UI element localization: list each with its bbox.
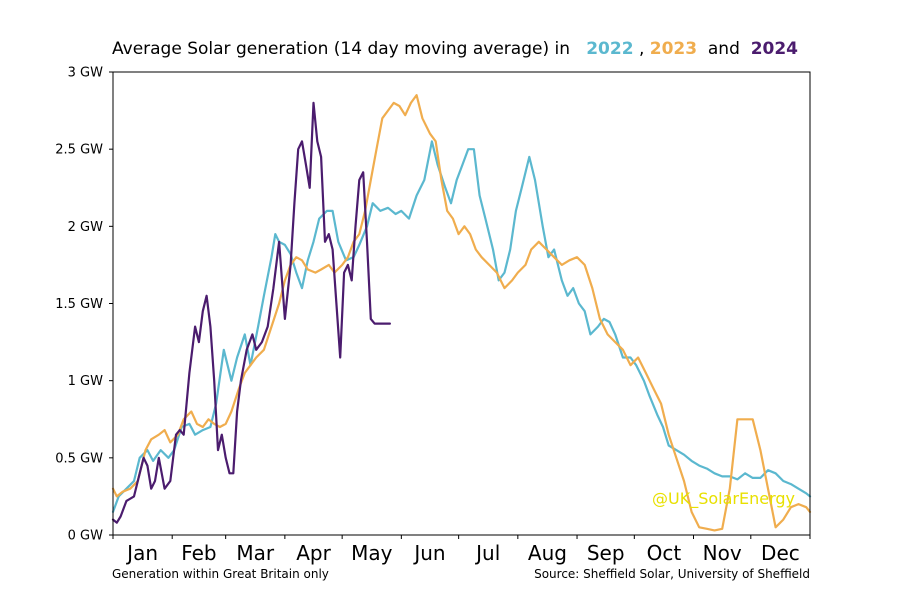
series-line-2024	[111, 101, 391, 524]
x-month-label: Jun	[412, 541, 445, 565]
title-year-2023: 2023	[649, 39, 698, 59]
title-year-2024: 2024	[750, 39, 799, 59]
series-line-2023	[111, 93, 812, 532]
x-month-label: Apr	[296, 541, 331, 565]
watermark: @UK_SolarEnergy	[652, 489, 795, 508]
title-sep-2: and	[707, 39, 740, 59]
y-tick-label: 1.5 GW	[55, 297, 103, 312]
y-tick-label: 2 GW	[68, 220, 103, 235]
x-month-label: Jan	[125, 541, 158, 565]
x-month-label: Mar	[236, 541, 275, 565]
title-prefix: Average Solar generation (14 day moving …	[112, 39, 570, 59]
y-tick-label: 0 GW	[68, 529, 103, 544]
series-layer	[111, 93, 812, 532]
series-line-2022	[111, 140, 812, 513]
x-month-label: Aug	[528, 541, 567, 565]
x-month-label: May	[351, 541, 393, 565]
y-tick-label: 1 GW	[68, 374, 103, 389]
x-month-label: Dec	[761, 541, 800, 565]
y-tick-label: 3 GW	[68, 66, 103, 81]
plot-frame	[112, 71, 811, 536]
footnote-right: Source: Sheffield Solar, University of S…	[534, 567, 810, 581]
x-month-label: Sep	[587, 541, 625, 565]
x-month-label: Jul	[474, 541, 500, 565]
x-month-label: Feb	[181, 541, 216, 565]
chart-title: Average Solar generation (14 day moving …	[112, 39, 798, 59]
title-sep-1: ,	[638, 39, 645, 59]
y-tick-label: 0.5 GW	[55, 451, 103, 466]
x-month-label: Nov	[703, 541, 742, 565]
x-month-label: Oct	[647, 541, 682, 565]
axis-layer: 0 GW 0.5 GW 1 GW 1.5 GW 2 GW 2.5 GW 3 GW Jan Feb…	[55, 66, 811, 565]
footnote-left: Generation within Great Britain only	[112, 567, 329, 581]
title-year-2022: 2022	[586, 39, 634, 59]
y-tick-label: 2.5 GW	[55, 143, 103, 158]
